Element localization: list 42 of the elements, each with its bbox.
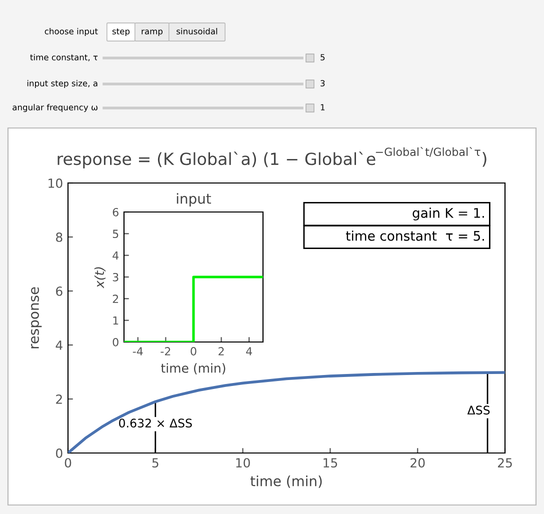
x-tick-label: 15 — [324, 458, 338, 468]
text: angular frequency ω — [12, 104, 98, 112]
annotation: ΔSS — [467, 406, 490, 415]
y-tick-label: 6 — [56, 286, 62, 296]
y-tick-label: 0 — [56, 448, 62, 458]
text: ramp — [142, 30, 163, 36]
y-tick-label: 10 — [48, 178, 62, 188]
x-tick-label: 0 — [64, 458, 72, 468]
x-tick-label: 0 — [190, 347, 196, 356]
x-axis-title: time (min) — [161, 363, 226, 374]
x-axis-title: time (min) — [250, 476, 322, 488]
y-tick-label: 0 — [112, 338, 118, 346]
text: step — [112, 28, 130, 36]
chart-title: input — [176, 193, 212, 207]
x-tick-label: 4 — [246, 347, 252, 356]
text: sinusoidal — [176, 28, 218, 34]
y-tick-label: 1 — [113, 316, 118, 325]
text: 5 — [320, 54, 325, 60]
annotation: gain K = 1. — [412, 208, 484, 220]
y-tick-label: 2 — [112, 294, 118, 303]
text: 1 — [320, 104, 325, 110]
y-tick-label: 2 — [56, 394, 62, 404]
y-tick-label: 6 — [112, 208, 118, 216]
text: 3 — [320, 80, 325, 86]
text: time constant, τ — [30, 54, 98, 62]
x-tick-label: -2 — [160, 347, 170, 356]
annotation: 0.632 × ΔSS — [119, 418, 192, 428]
y-axis-title: response — [31, 287, 42, 348]
y-tick-label: 4 — [112, 251, 119, 260]
y-tick-label: 8 — [56, 232, 62, 242]
text: choose input — [44, 28, 98, 36]
x-tick-label: 25 — [498, 458, 512, 468]
y-tick-label: 5 — [112, 230, 118, 238]
y-tick-label: 3 — [112, 272, 118, 282]
x-tick-label: 2 — [218, 347, 224, 356]
text: input step size, a — [27, 80, 98, 88]
x-tick-label: 5 — [152, 458, 158, 468]
x-tick-label: 20 — [410, 458, 425, 468]
y-axis-title: x(t) — [94, 267, 106, 288]
x-tick-label: -4 — [132, 347, 143, 356]
x-tick-label: 10 — [236, 458, 250, 468]
annotation: time constant τ = 5. — [346, 230, 484, 241]
